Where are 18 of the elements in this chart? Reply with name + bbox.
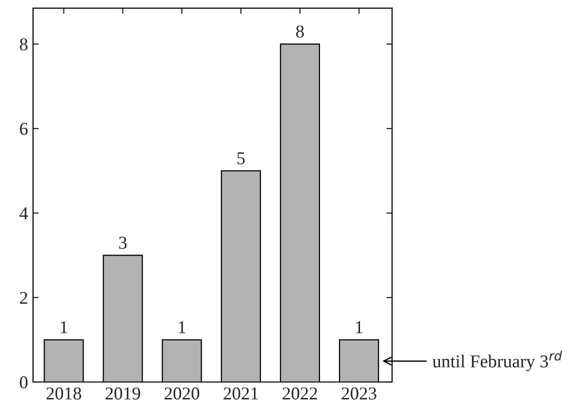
- data-label: 1: [60, 321, 68, 334]
- x-tick-label: 2021: [224, 387, 258, 400]
- y-tick-label: 2: [20, 292, 28, 304]
- y-tick-label: 6: [20, 122, 28, 136]
- y-tick-label: 8: [20, 38, 28, 51]
- data-label: 3: [119, 236, 127, 249]
- y-tick-label: 4: [20, 207, 28, 220]
- x-tick-label: 2023: [342, 387, 376, 400]
- y-tick-label: 0: [20, 376, 28, 388]
- data-label: 1: [178, 321, 186, 334]
- x-tick-label: 2018: [46, 387, 82, 400]
- text: until February 3$^{rd}$: [432, 350, 562, 372]
- data-label: 5: [237, 152, 245, 164]
- x-tick-label: 2020: [164, 387, 200, 400]
- x-tick-label: 2019: [106, 387, 140, 400]
- x-tick-label: 2022: [282, 387, 318, 400]
- data-label: 8: [296, 25, 304, 38]
- data-label: 1: [356, 321, 362, 334]
